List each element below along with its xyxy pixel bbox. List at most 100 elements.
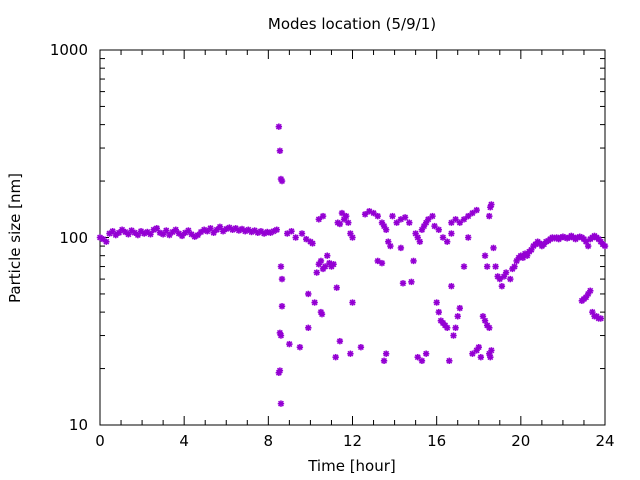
x-tick-label-20: 20 bbox=[511, 432, 530, 450]
data-point bbox=[347, 350, 354, 357]
data-point bbox=[601, 242, 609, 250]
data-point bbox=[374, 212, 381, 220]
data-point bbox=[163, 227, 170, 234]
data-point bbox=[492, 263, 499, 270]
data-point bbox=[324, 252, 331, 259]
data-point bbox=[275, 123, 283, 130]
data-point bbox=[153, 225, 161, 232]
data-point bbox=[429, 212, 436, 220]
data-point bbox=[330, 261, 337, 268]
data-point bbox=[408, 278, 415, 286]
data-point bbox=[336, 220, 344, 228]
data-point bbox=[338, 209, 346, 217]
data-point bbox=[277, 400, 285, 407]
y-axis: 10 100 1000 Particle size [nm] bbox=[6, 41, 605, 434]
data-point bbox=[483, 263, 491, 270]
data-point bbox=[450, 332, 457, 339]
data-point bbox=[486, 212, 493, 220]
data-point bbox=[422, 350, 430, 357]
data-point bbox=[435, 308, 442, 316]
data-point bbox=[342, 212, 350, 220]
data-point bbox=[298, 230, 306, 237]
data-point bbox=[488, 347, 495, 354]
data-point bbox=[469, 350, 476, 357]
data-point bbox=[481, 252, 489, 259]
data-point bbox=[435, 226, 442, 233]
data-point bbox=[486, 324, 493, 331]
data-point bbox=[318, 310, 326, 318]
x-tick-label-16: 16 bbox=[427, 432, 446, 450]
data-point bbox=[502, 269, 510, 276]
data-point bbox=[276, 147, 284, 155]
data-point bbox=[397, 244, 405, 252]
x-tick-label-8: 8 bbox=[264, 432, 274, 450]
x-tick-label-0: 0 bbox=[95, 432, 105, 450]
data-point bbox=[439, 234, 447, 241]
data-point bbox=[305, 324, 312, 331]
data-point bbox=[357, 343, 365, 351]
data-point bbox=[277, 263, 285, 270]
data-point bbox=[584, 242, 592, 250]
data-point bbox=[109, 228, 116, 235]
data-point bbox=[317, 257, 325, 265]
data-point bbox=[305, 290, 312, 298]
data-point bbox=[597, 315, 604, 322]
y-tick-label-100: 100 bbox=[59, 229, 88, 247]
data-point bbox=[448, 230, 455, 237]
data-point bbox=[511, 263, 518, 270]
data-point bbox=[473, 206, 480, 214]
data-points bbox=[96, 123, 609, 407]
data-point bbox=[207, 225, 214, 232]
data-point bbox=[333, 284, 340, 291]
data-point bbox=[313, 269, 320, 276]
data-point bbox=[433, 299, 440, 306]
data-point bbox=[507, 275, 514, 283]
data-point bbox=[500, 273, 508, 280]
data-point bbox=[315, 216, 323, 223]
x-tick-label-12: 12 bbox=[343, 432, 362, 450]
data-point bbox=[454, 313, 461, 320]
data-point bbox=[410, 257, 417, 265]
data-point bbox=[216, 223, 224, 231]
data-point bbox=[498, 282, 506, 290]
data-point bbox=[465, 212, 472, 220]
data-point bbox=[345, 219, 352, 226]
data-point bbox=[399, 280, 407, 287]
data-point bbox=[401, 214, 409, 221]
data-point bbox=[147, 231, 154, 238]
x-tick-label-4: 4 bbox=[179, 432, 189, 450]
data-point bbox=[382, 226, 390, 233]
data-point bbox=[378, 259, 386, 267]
y-tick-label-10: 10 bbox=[69, 416, 88, 434]
data-point bbox=[332, 353, 339, 361]
data-point bbox=[416, 238, 424, 245]
data-point bbox=[361, 211, 369, 218]
data-point bbox=[311, 299, 318, 306]
data-point bbox=[309, 240, 316, 247]
data-point bbox=[418, 357, 426, 364]
data-point bbox=[286, 340, 293, 348]
data-point bbox=[382, 350, 390, 357]
data-point bbox=[443, 324, 451, 331]
data-point bbox=[277, 332, 285, 339]
data-point bbox=[273, 226, 280, 233]
data-point bbox=[278, 303, 286, 310]
data-point bbox=[292, 234, 299, 241]
y-tick-marks bbox=[100, 49, 605, 426]
data-point bbox=[276, 367, 284, 374]
data-point bbox=[349, 299, 356, 306]
data-point bbox=[465, 234, 472, 241]
chart-title: Modes location (5/9/1) bbox=[268, 15, 436, 33]
data-point bbox=[488, 201, 495, 208]
data-point bbox=[103, 238, 110, 245]
data-point bbox=[460, 263, 468, 270]
data-point bbox=[245, 226, 252, 233]
data-point bbox=[477, 353, 485, 361]
data-point bbox=[387, 242, 394, 250]
data-point bbox=[389, 212, 396, 220]
data-point bbox=[125, 231, 132, 238]
data-point bbox=[475, 343, 482, 351]
data-point bbox=[446, 357, 453, 364]
data-point bbox=[587, 287, 594, 294]
